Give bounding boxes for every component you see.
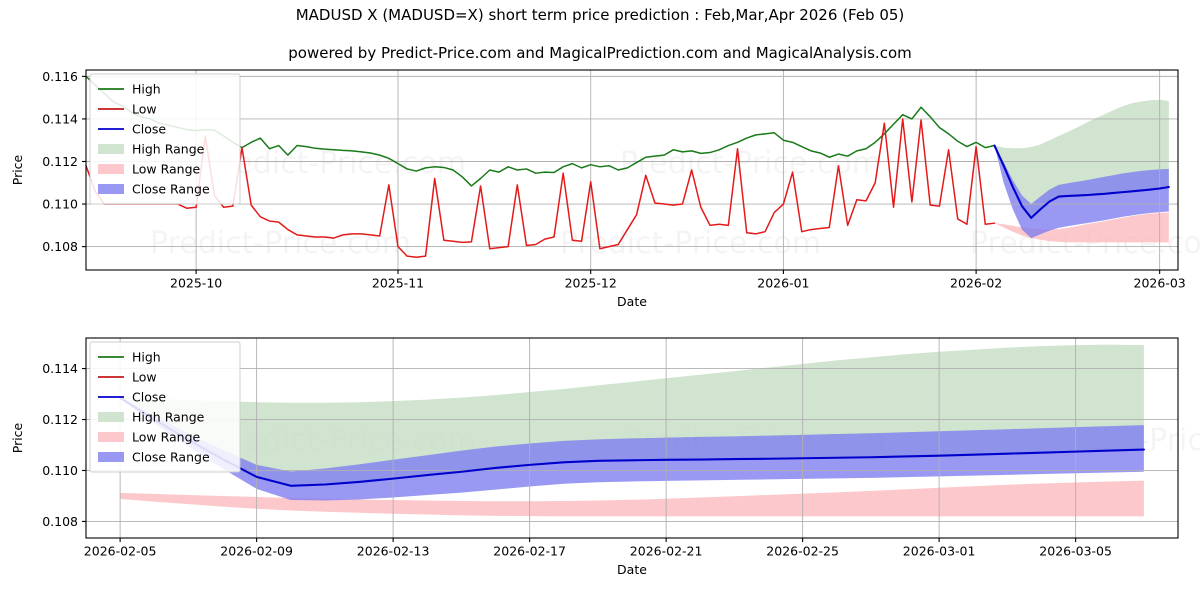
axis-frame bbox=[85, 337, 1179, 539]
y-axis-label: Price bbox=[10, 422, 25, 453]
legend-item-close-range[interactable]: Close Range bbox=[98, 450, 210, 465]
x-tick-label: 2026-02-05 bbox=[84, 544, 157, 559]
y-tick-label: 0.114 bbox=[42, 361, 78, 376]
overview-chart: Predict-Price.com Predict-Price.com Predic… bbox=[10, 69, 1200, 308]
plot-background bbox=[86, 70, 1178, 270]
legend-item-high[interactable]: High bbox=[98, 350, 161, 365]
legend-swatch-patch bbox=[98, 432, 124, 442]
page-title: MADUSD X (MADUSD=X) short term price pre… bbox=[295, 6, 905, 24]
x-tick-label: 2026-03-01 bbox=[903, 544, 976, 559]
y-tick-label: 0.112 bbox=[42, 154, 78, 169]
legend-label: High bbox=[132, 82, 161, 97]
y-axis: 0.108 0.110 0.112 0.114 0.116 bbox=[42, 69, 86, 254]
y-tick-label: 0.116 bbox=[42, 69, 78, 84]
legend-item-high[interactable]: High bbox=[98, 82, 161, 97]
y-axis-label: Price bbox=[10, 154, 25, 185]
x-tick-label: 2026-03-05 bbox=[1039, 544, 1112, 559]
legend-swatch-patch bbox=[98, 144, 124, 154]
y-tick-label: 0.108 bbox=[42, 239, 78, 254]
x-tick-label: 2026-02-21 bbox=[630, 544, 703, 559]
legend-label: Close Range bbox=[132, 182, 210, 197]
legend: High Low Close High Range Low Range Close Ran… bbox=[89, 73, 241, 205]
legend-item-low[interactable]: Low bbox=[98, 370, 157, 385]
band-close-range bbox=[120, 397, 1144, 501]
svg-text:Predict-Price.com: Predict-Price.com bbox=[205, 146, 466, 181]
watermark: Predict-Price.com Predict-Price.com Predic… bbox=[150, 146, 1200, 261]
x-tick-label: 2026-02-25 bbox=[766, 544, 839, 559]
x-tick-label: 2026-02-17 bbox=[493, 544, 566, 559]
legend-label: High bbox=[132, 350, 161, 365]
x-tick-label: 2026-02 bbox=[950, 276, 1002, 291]
legend-swatch-patch bbox=[98, 164, 124, 174]
x-tick-label: 2025-11 bbox=[372, 276, 424, 291]
legend-item-low[interactable]: Low bbox=[98, 102, 157, 117]
x-tick-label: 2026-02-09 bbox=[220, 544, 293, 559]
x-axis: 2025-10 2025-11 2025-12 2026-01 2026-02 2026-… bbox=[170, 270, 1186, 291]
y-tick-label: 0.114 bbox=[42, 111, 78, 126]
svg-text:Predict-Price.com: Predict-Price.com bbox=[560, 226, 821, 261]
legend: High Low Close High Range Low Range Close Ran… bbox=[89, 341, 241, 473]
y-tick-label: 0.110 bbox=[42, 463, 78, 478]
legend-item-close[interactable]: Close bbox=[98, 122, 166, 137]
band-low-range bbox=[120, 480, 1144, 517]
svg-text:Predict-Price.com: Predict-Price.com bbox=[620, 146, 881, 181]
x-axis-label: Date bbox=[617, 294, 647, 308]
legend-item-close-range[interactable]: Close Range bbox=[98, 182, 210, 197]
legend-item-high-range[interactable]: High Range bbox=[98, 142, 205, 157]
axis-frame bbox=[85, 69, 1179, 271]
y-tick-label: 0.110 bbox=[42, 197, 78, 212]
legend-item-close[interactable]: Close bbox=[98, 390, 166, 405]
x-tick-label: 2025-10 bbox=[170, 276, 222, 291]
legend-label: Low Range bbox=[132, 430, 201, 445]
band-close-range bbox=[994, 145, 1169, 239]
legend-swatch-patch bbox=[98, 452, 124, 462]
legend-label: Low Range bbox=[132, 162, 201, 177]
x-tick-label: 2026-02-13 bbox=[357, 544, 430, 559]
y-tick-label: 0.108 bbox=[42, 514, 78, 529]
svg-text:Predict-Price.com: Predict-Price.com bbox=[150, 226, 411, 261]
legend-item-low-range[interactable]: Low Range bbox=[98, 430, 201, 445]
legend-label: High Range bbox=[132, 410, 205, 425]
x-tick-label: 2026-01 bbox=[757, 276, 809, 291]
legend-label: Low bbox=[132, 370, 157, 385]
y-axis: 0.108 0.110 0.112 0.114 bbox=[42, 361, 86, 529]
legend-label: Low bbox=[132, 102, 157, 117]
legend-swatch-patch bbox=[98, 184, 124, 194]
x-tick-label: 2026-03 bbox=[1134, 276, 1186, 291]
gridlines bbox=[86, 338, 1178, 538]
series-line-close bbox=[119, 396, 1145, 487]
page-subtitle: powered by Predict-Price.com and Magical… bbox=[288, 44, 912, 62]
series-line-close bbox=[993, 144, 1170, 219]
x-tick-label: 2025-12 bbox=[565, 276, 617, 291]
x-axis-label: Date bbox=[617, 562, 647, 577]
legend-label: Close Range bbox=[132, 450, 210, 465]
y-tick-label: 0.112 bbox=[42, 412, 78, 427]
forecast-detail-chart: Predict-Price.comPredict-Price.comPredic… bbox=[10, 337, 1200, 577]
legend-label: Close bbox=[132, 390, 166, 405]
legend-label: Close bbox=[132, 122, 166, 137]
x-axis: 2026-02-05 2026-02-09 2026-02-13 2026-02-17… bbox=[84, 538, 1112, 559]
legend-swatch-patch bbox=[98, 412, 124, 422]
legend-item-high-range[interactable]: High Range bbox=[98, 410, 205, 425]
legend-item-low-range[interactable]: Low Range bbox=[98, 162, 201, 177]
legend-label: High Range bbox=[132, 142, 205, 157]
